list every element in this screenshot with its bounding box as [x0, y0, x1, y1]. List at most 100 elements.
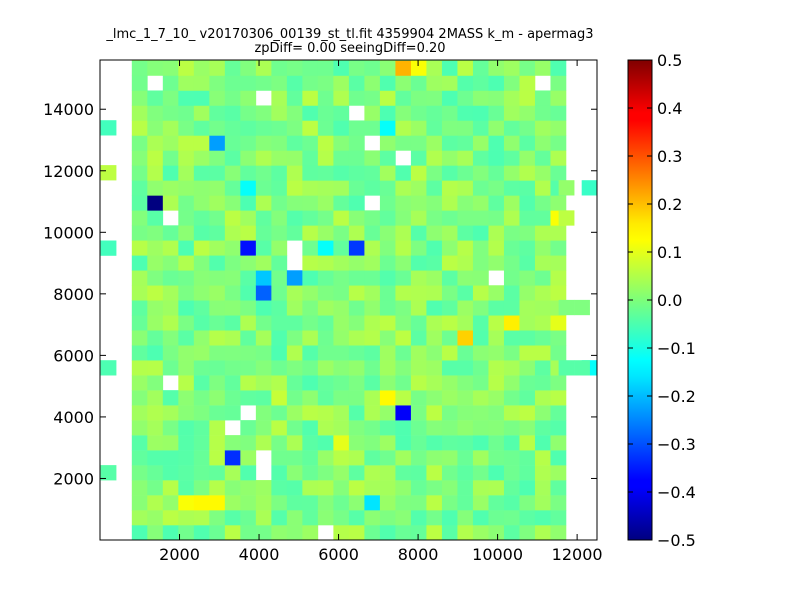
heatmap-cell	[193, 360, 210, 376]
heatmap-cell	[441, 75, 458, 91]
heatmap-cell	[193, 225, 210, 241]
heatmap-cell	[178, 105, 195, 121]
heatmap-cell	[178, 180, 195, 196]
heatmap-cell	[240, 75, 257, 91]
heatmap-cell	[441, 465, 458, 481]
heatmap-cell	[209, 195, 226, 211]
heatmap-cell	[178, 255, 195, 271]
heatmap-cell	[224, 180, 241, 196]
colorbar-tick-label: −0.5	[657, 531, 696, 550]
heatmap-cell	[317, 450, 334, 466]
heatmap-cell	[240, 300, 257, 316]
heatmap-cell	[255, 180, 272, 196]
heatmap-cell	[209, 480, 226, 496]
heatmap-cell	[379, 105, 396, 121]
heatmap-cell	[472, 75, 489, 91]
heatmap-cell	[410, 105, 427, 121]
heatmap-cell	[317, 270, 334, 286]
heatmap-cell	[472, 435, 489, 451]
heatmap-cell	[271, 450, 288, 466]
heatmap-cell	[519, 90, 536, 106]
heatmap-cell	[364, 480, 381, 496]
heatmap-cell	[224, 285, 241, 301]
heatmap-cell	[209, 330, 226, 346]
heatmap-cell	[503, 510, 520, 526]
heatmap-cell	[519, 300, 536, 316]
heatmap-cell	[488, 345, 505, 361]
heatmap-cell	[379, 420, 396, 436]
heatmap-cell	[224, 150, 241, 166]
heatmap-cell	[333, 405, 350, 421]
heatmap-cell	[131, 450, 148, 466]
heatmap-cell	[503, 285, 520, 301]
heatmap-cell	[519, 330, 536, 346]
heatmap-cell	[333, 90, 350, 106]
heatmap-cell	[426, 195, 443, 211]
heatmap-cell	[364, 60, 381, 76]
heatmap-cell	[534, 480, 551, 496]
heatmap-cell	[240, 525, 257, 541]
heatmap-cell	[395, 255, 412, 271]
heatmap-cell	[472, 210, 489, 226]
heatmap-cell	[286, 435, 303, 451]
heatmap-cell	[224, 210, 241, 226]
heatmap-cell	[503, 135, 520, 151]
heatmap-cell	[162, 285, 179, 301]
heatmap-cell	[503, 225, 520, 241]
heatmap-cell	[224, 435, 241, 451]
heatmap-cell	[317, 315, 334, 331]
heatmap-cell	[550, 240, 567, 256]
heatmap-cell	[286, 330, 303, 346]
heatmap-cell	[271, 120, 288, 136]
heatmap-cell	[333, 495, 350, 511]
heatmap-cell	[457, 165, 474, 181]
heatmap-cell	[519, 105, 536, 121]
heatmap-cell	[364, 360, 381, 376]
heatmap-cell	[302, 300, 319, 316]
heatmap-cell	[472, 285, 489, 301]
heatmap-cell	[379, 60, 396, 76]
heatmap-cell	[379, 195, 396, 211]
heatmap-cell	[147, 345, 164, 361]
heatmap-cell	[519, 195, 536, 211]
heatmap-cell	[519, 285, 536, 301]
heatmap-cell	[209, 510, 226, 526]
heatmap-cell	[441, 210, 458, 226]
heatmap-cell	[503, 210, 520, 226]
heatmap-cell	[457, 390, 474, 406]
heatmap-cell	[317, 90, 334, 106]
heatmap-cell	[178, 405, 195, 421]
heatmap-cell	[271, 375, 288, 391]
heatmap-cell	[317, 135, 334, 151]
heatmap-cell	[426, 495, 443, 511]
heatmap-cell	[240, 165, 257, 181]
y-tick-label: 2000	[53, 469, 94, 488]
heatmap-cell	[317, 480, 334, 496]
heatmap-cell	[147, 240, 164, 256]
heatmap-cell	[395, 375, 412, 391]
heatmap-cell	[162, 180, 179, 196]
heatmap-cell	[348, 120, 365, 136]
heatmap-cell	[364, 90, 381, 106]
heatmap-cell	[302, 510, 319, 526]
heatmap-cell	[286, 285, 303, 301]
heatmap-cell	[534, 270, 551, 286]
heatmap-cell	[224, 165, 241, 181]
heatmap-cell	[558, 360, 575, 376]
heatmap-cell	[100, 120, 117, 136]
heatmap-cell	[395, 465, 412, 481]
heatmap-cell	[224, 480, 241, 496]
heatmap-cell	[271, 330, 288, 346]
heatmap-cell	[162, 120, 179, 136]
heatmap-cell	[519, 150, 536, 166]
heatmap-cell	[147, 450, 164, 466]
heatmap-cell	[410, 330, 427, 346]
heatmap-cell	[178, 525, 195, 541]
heatmap-cell	[395, 510, 412, 526]
heatmap-cell	[379, 285, 396, 301]
heatmap-cell	[224, 300, 241, 316]
heatmap-cell	[302, 390, 319, 406]
heatmap-cell	[209, 495, 226, 511]
heatmap-cell	[395, 495, 412, 511]
heatmap-cell	[317, 105, 334, 121]
